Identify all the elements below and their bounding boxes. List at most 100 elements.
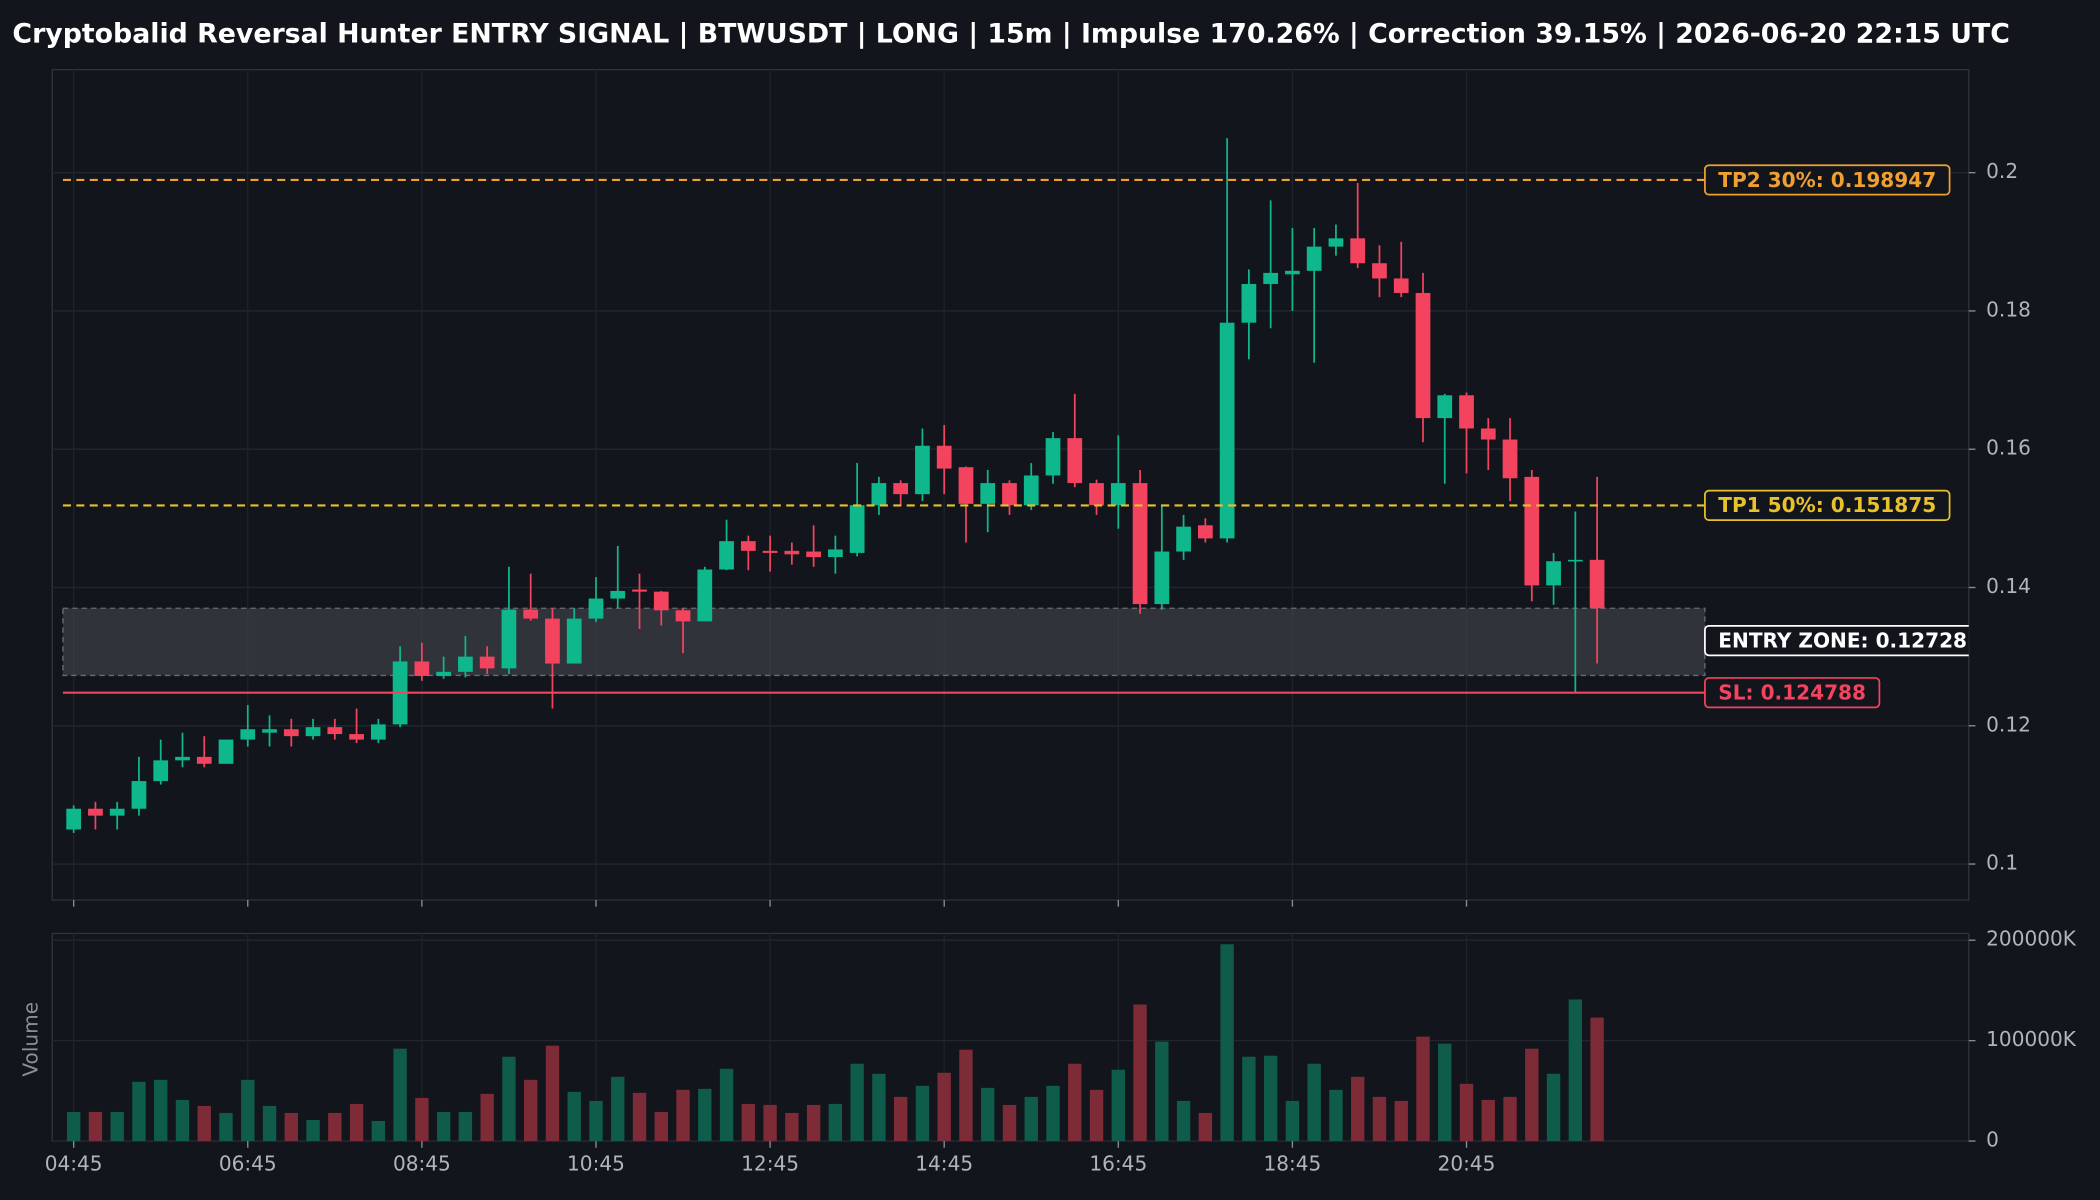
volume-bar — [1133, 1004, 1147, 1142]
volume-bar — [1568, 999, 1583, 1142]
candle-body — [1589, 559, 1605, 609]
volume-bar — [1307, 1063, 1321, 1142]
candle-body — [936, 445, 952, 469]
volume-bar — [1438, 1043, 1452, 1142]
volume-bar — [1394, 1100, 1408, 1142]
volume-bar — [1590, 1017, 1604, 1142]
volume-bar — [110, 1111, 124, 1142]
volume-bar — [241, 1079, 255, 1142]
volume-bar — [175, 1099, 190, 1142]
volume-bar — [915, 1085, 930, 1142]
candle-body — [1546, 561, 1561, 586]
y-tick-label: 0.1 — [1986, 851, 2018, 875]
volume-bar — [1242, 1056, 1256, 1142]
candle-body — [1045, 438, 1061, 476]
price-panel — [51, 68, 1970, 901]
candle-body — [1002, 483, 1017, 506]
candle-body — [1219, 322, 1235, 539]
volume-bar — [1546, 1073, 1561, 1142]
volume-bar — [523, 1079, 538, 1142]
candle-body — [349, 734, 364, 740]
y-tick-label: 0.18 — [1986, 297, 2031, 321]
candle-body — [545, 618, 560, 664]
candle-body — [523, 609, 539, 619]
volume-axis-label: Volume — [19, 1002, 43, 1077]
candle-body — [610, 590, 626, 599]
volume-bar — [197, 1105, 211, 1142]
x-tick-label: 10:45 — [567, 1152, 625, 1176]
candle-body — [893, 483, 909, 495]
chart-title: Cryptobalid Reversal Hunter ENTRY SIGNAL… — [12, 18, 2009, 49]
level-labels: TP2 30%: 0.198947 TP1 50%: 0.151875 SL: 0.… — [1704, 164, 1969, 709]
volume-bar — [741, 1103, 756, 1142]
candle-body — [414, 661, 430, 676]
volume-bar — [1481, 1099, 1495, 1142]
candle-body — [828, 549, 843, 558]
level-label: TP2 30%: 0.198947 — [1704, 164, 1951, 196]
candle-body — [66, 808, 82, 830]
candle-body — [240, 729, 256, 740]
candle-body — [1415, 292, 1431, 419]
candle-body — [1154, 551, 1170, 605]
volume-bar — [1220, 944, 1234, 1142]
candle-body — [1372, 263, 1387, 279]
candle-body — [1176, 526, 1191, 552]
candle-body — [218, 739, 234, 764]
y-tick-label: 0.12 — [1986, 712, 2031, 736]
candle-body — [501, 609, 517, 669]
level-label-text: TP2 30%: 0.198947 — [1718, 168, 1936, 192]
candle-body — [675, 610, 691, 622]
candle-body — [958, 467, 974, 504]
volume-tick-label: 100000K — [1986, 1027, 2077, 1051]
volume-bar — [959, 1049, 973, 1142]
candle-body — [980, 483, 996, 504]
volume-bar — [284, 1112, 298, 1142]
entry-zone — [62, 607, 1706, 677]
candle-body — [1459, 395, 1474, 429]
volume-bar — [1329, 1089, 1343, 1142]
volume-bar — [1002, 1104, 1017, 1142]
level-label-text: TP1 50%: 0.151875 — [1718, 493, 1936, 517]
candle-body — [1350, 238, 1366, 264]
candle-body — [1067, 438, 1083, 484]
candle-body — [1263, 272, 1279, 284]
volume-bar — [1176, 1100, 1191, 1142]
volume-bar — [719, 1068, 734, 1142]
candle-body — [458, 656, 473, 672]
level-label: TP1 50%: 0.151875 — [1704, 489, 1951, 521]
volume-bar — [872, 1073, 886, 1142]
candle-body — [632, 589, 647, 592]
volume-bar — [393, 1048, 407, 1142]
volume-bar — [1046, 1085, 1060, 1142]
y-tick-label: 0.14 — [1986, 574, 2031, 598]
candle-body — [719, 541, 734, 570]
candle-body — [175, 756, 190, 761]
candle-body — [871, 483, 887, 506]
candle-body — [1285, 270, 1300, 275]
candle-body — [806, 551, 821, 558]
volume-bar — [1351, 1076, 1365, 1142]
candle-body — [436, 671, 452, 676]
candle-body — [1110, 483, 1126, 506]
candle-body — [1567, 559, 1583, 562]
volume-bar — [1416, 1036, 1430, 1142]
volume-bar — [545, 1045, 560, 1142]
volume-bar — [698, 1088, 712, 1142]
candle-body — [588, 598, 604, 619]
volume-bar — [415, 1097, 429, 1142]
candle-body — [1480, 428, 1496, 440]
x-tick-label: 04:45 — [45, 1152, 103, 1176]
volume-bar — [632, 1092, 647, 1142]
candle-body — [327, 727, 343, 735]
volume-bar — [785, 1112, 799, 1142]
volume-bar — [893, 1096, 908, 1142]
level-label-text: ENTRY ZONE: 0.12728 — [1718, 628, 1967, 652]
volume-bar — [828, 1103, 843, 1142]
x-tick-label: 18:45 — [1263, 1152, 1321, 1176]
volume-bar — [436, 1111, 451, 1142]
candle-body — [88, 808, 103, 816]
candle-body — [653, 591, 669, 611]
candle-body — [1023, 475, 1039, 506]
